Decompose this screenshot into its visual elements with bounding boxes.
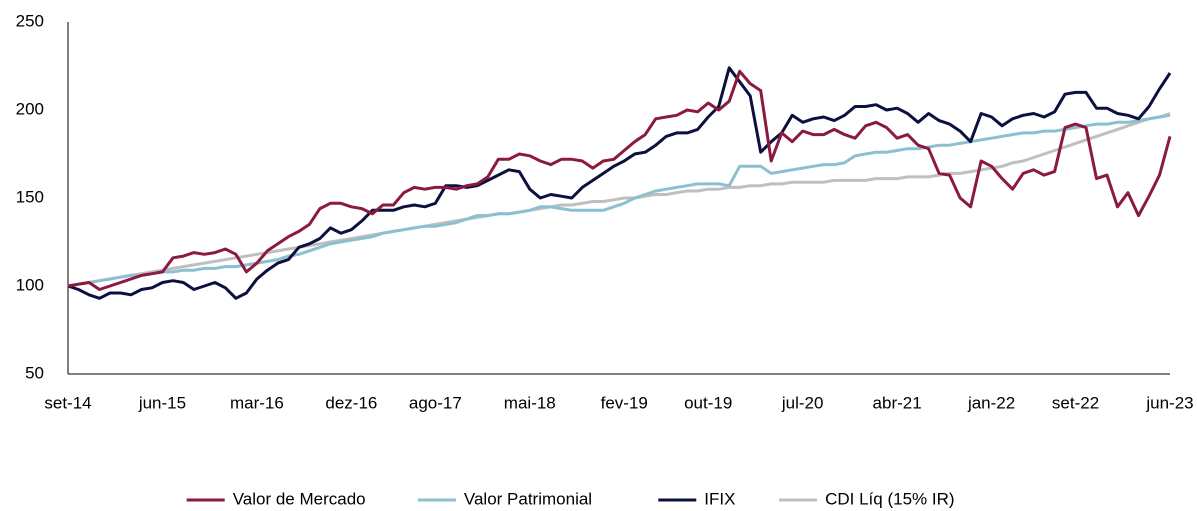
x-tick-label: jan-22 (967, 393, 1015, 412)
legend-label: IFIX (704, 489, 735, 508)
legend-label: CDI Líq (15% IR) (825, 489, 954, 508)
x-tick-label: set-14 (44, 393, 91, 412)
x-tick-label: jun-15 (138, 393, 186, 412)
x-tick-label: set-22 (1052, 393, 1099, 412)
y-tick-label: 150 (16, 187, 44, 206)
y-tick-label: 200 (16, 99, 44, 118)
x-tick-label: mar-16 (230, 393, 284, 412)
x-tick-label: ago-17 (409, 393, 462, 412)
x-tick-label: mai-18 (504, 393, 556, 412)
x-tick-label: jun-23 (1145, 393, 1193, 412)
series-line (67, 113, 1171, 288)
x-tick-label: out-19 (684, 393, 732, 412)
y-tick-label: 250 (16, 11, 44, 30)
x-tick-label: dez-16 (325, 393, 377, 412)
series-line (67, 112, 1171, 288)
x-tick-label: jul-20 (781, 393, 824, 412)
legend-label: Valor de Mercado (233, 489, 366, 508)
y-tick-label: 50 (25, 363, 44, 382)
series-line (67, 69, 1172, 291)
legend-label: Valor Patrimonial (464, 489, 592, 508)
x-tick-label: abr-21 (873, 393, 922, 412)
y-tick-label: 100 (16, 275, 44, 294)
series-line (67, 66, 1172, 300)
x-tick-label: fev-19 (601, 393, 648, 412)
